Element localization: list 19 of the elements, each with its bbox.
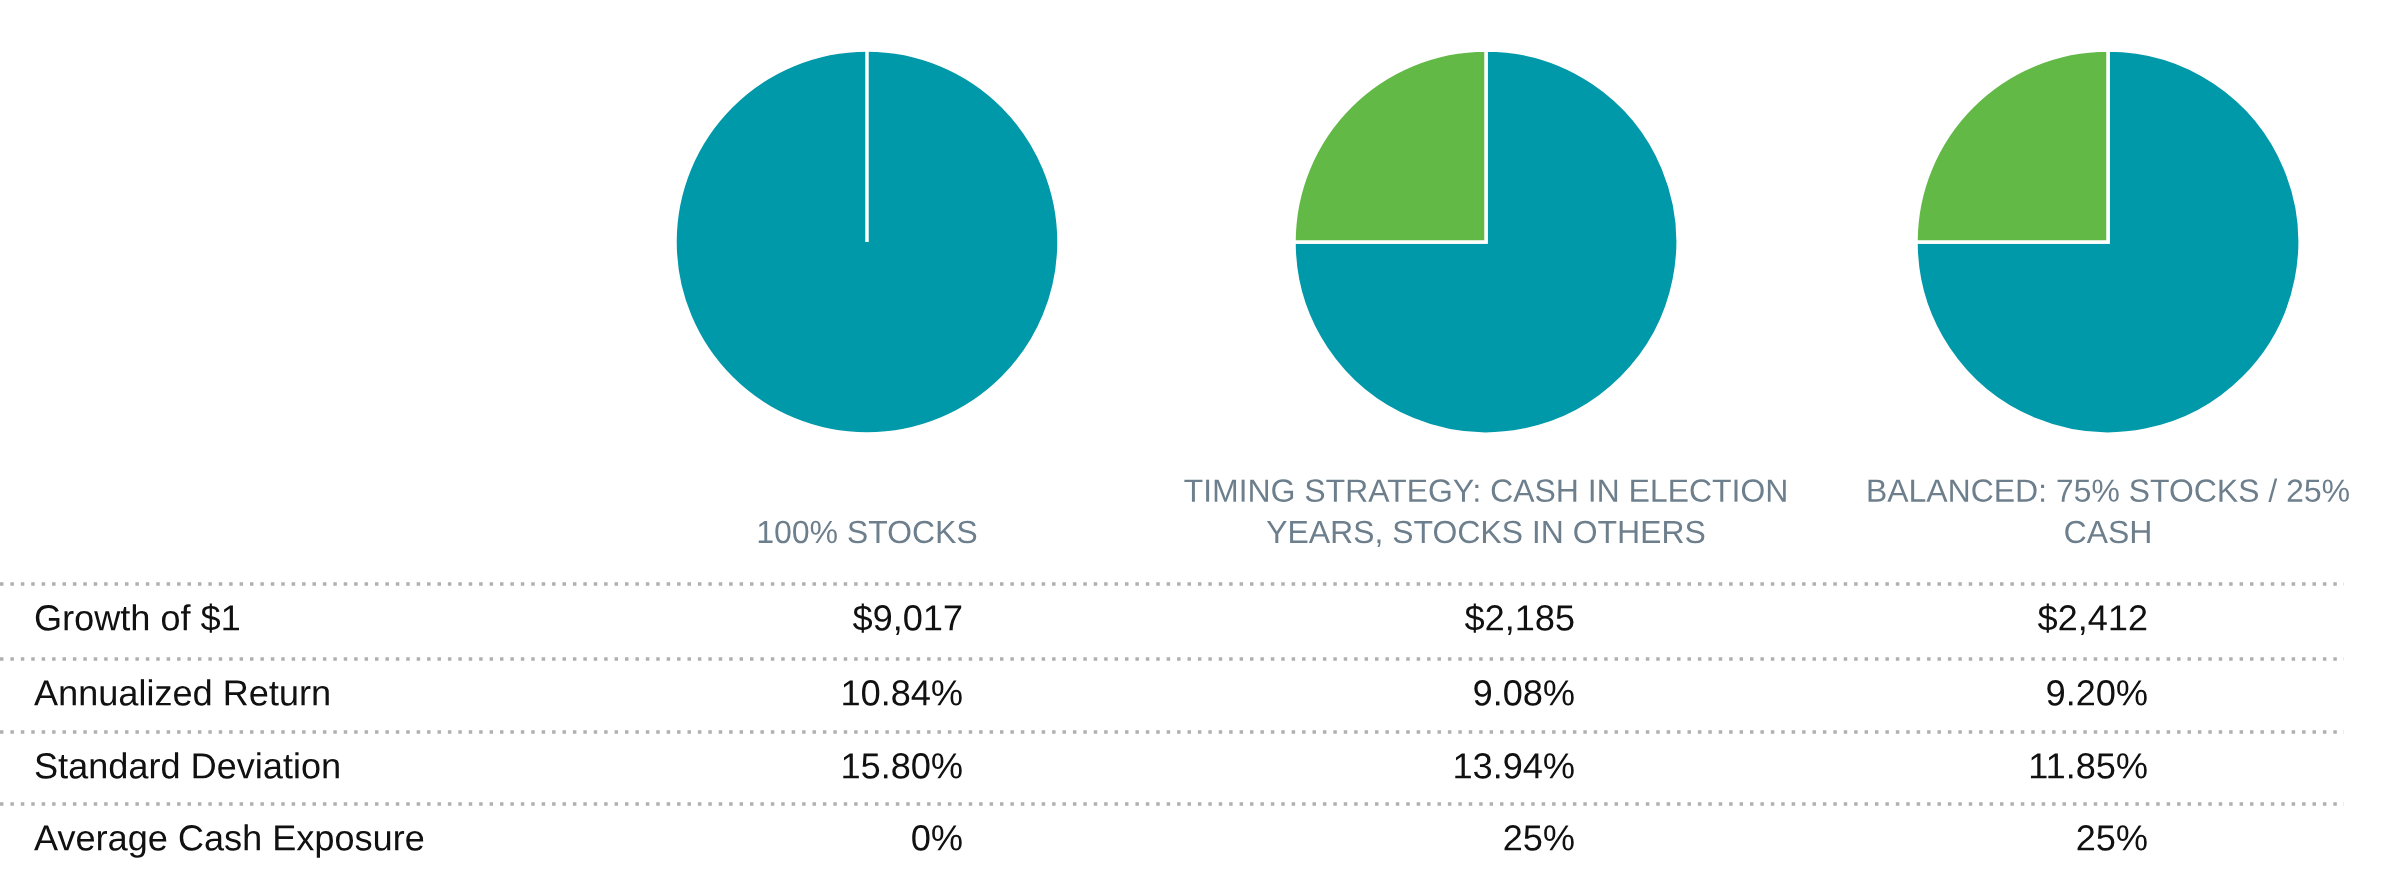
text: 10.84% [843,680,962,706]
text: BALANCED: 75% STOCKS / 25% CASH [1868,478,2349,544]
text: $9,017 [852,603,962,635]
text: Average Cash Exposure [34,824,424,858]
text: $2,185 [1464,603,1574,635]
text: Standard Deviation [35,752,339,779]
text: 11.85% [2030,753,2147,779]
text: 9.20% [2047,680,2147,706]
text: $2,412 [2037,603,2147,635]
text: 15.80% [843,753,962,779]
text: Growth of $1 [35,603,239,633]
text: 13.94% [1455,753,1574,779]
text: 100% STOCKS [758,520,977,544]
text: Annualized Return [34,679,329,706]
text: TIMING STRATEGY: CASH IN ELECTION YEARS, STOCKS IN OTHERS [1184,479,1786,548]
text: 25% [1504,825,1574,851]
text: 9.08% [1474,680,1574,706]
text: 0% [912,825,962,851]
text: 25% [2077,825,2147,851]
